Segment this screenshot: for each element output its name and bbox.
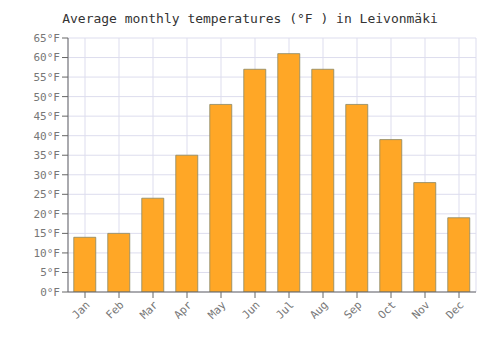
svg-text:15°F: 15°F bbox=[34, 227, 61, 240]
svg-text:60°F: 60°F bbox=[34, 51, 61, 64]
svg-text:Feb: Feb bbox=[103, 298, 126, 321]
svg-text:55°F: 55°F bbox=[34, 71, 61, 84]
svg-text:40°F: 40°F bbox=[34, 130, 61, 143]
svg-text:20°F: 20°F bbox=[34, 208, 61, 221]
svg-text:May: May bbox=[205, 298, 229, 322]
svg-text:Jan: Jan bbox=[69, 298, 92, 321]
svg-text:45°F: 45°F bbox=[34, 110, 61, 123]
svg-text:35°F: 35°F bbox=[34, 149, 61, 162]
svg-text:Jun: Jun bbox=[239, 298, 262, 321]
svg-text:Sep: Sep bbox=[341, 298, 364, 321]
svg-text:Aug: Aug bbox=[307, 298, 330, 321]
svg-text:65°F: 65°F bbox=[34, 32, 61, 45]
svg-text:25°F: 25°F bbox=[34, 188, 61, 201]
svg-text:Dec: Dec bbox=[443, 298, 466, 321]
svg-text:Nov: Nov bbox=[409, 298, 433, 322]
svg-text:10°F: 10°F bbox=[34, 247, 61, 260]
svg-text:30°F: 30°F bbox=[34, 169, 61, 182]
svg-text:Oct: Oct bbox=[375, 298, 398, 321]
svg-text:Mar: Mar bbox=[137, 298, 161, 322]
html-text:Average monthly temperatures (: Average monthly temperatures (°F ) in Le… bbox=[62, 11, 438, 26]
svg-text:Jul: Jul bbox=[273, 298, 296, 321]
svg-text:0°F: 0°F bbox=[40, 286, 60, 299]
svg-text:5°F: 5°F bbox=[40, 266, 60, 279]
svg-text:Apr: Apr bbox=[171, 298, 195, 322]
svg-text:50°F: 50°F bbox=[34, 91, 61, 104]
